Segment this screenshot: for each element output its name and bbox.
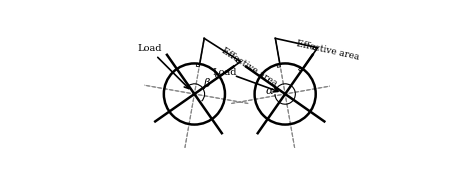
Text: α: α bbox=[266, 86, 273, 96]
Text: Effective area: Effective area bbox=[220, 47, 279, 89]
Text: Load: Load bbox=[213, 68, 237, 77]
Text: β: β bbox=[203, 78, 210, 89]
Text: Load: Load bbox=[137, 44, 162, 53]
Text: Effective area: Effective area bbox=[295, 39, 360, 62]
